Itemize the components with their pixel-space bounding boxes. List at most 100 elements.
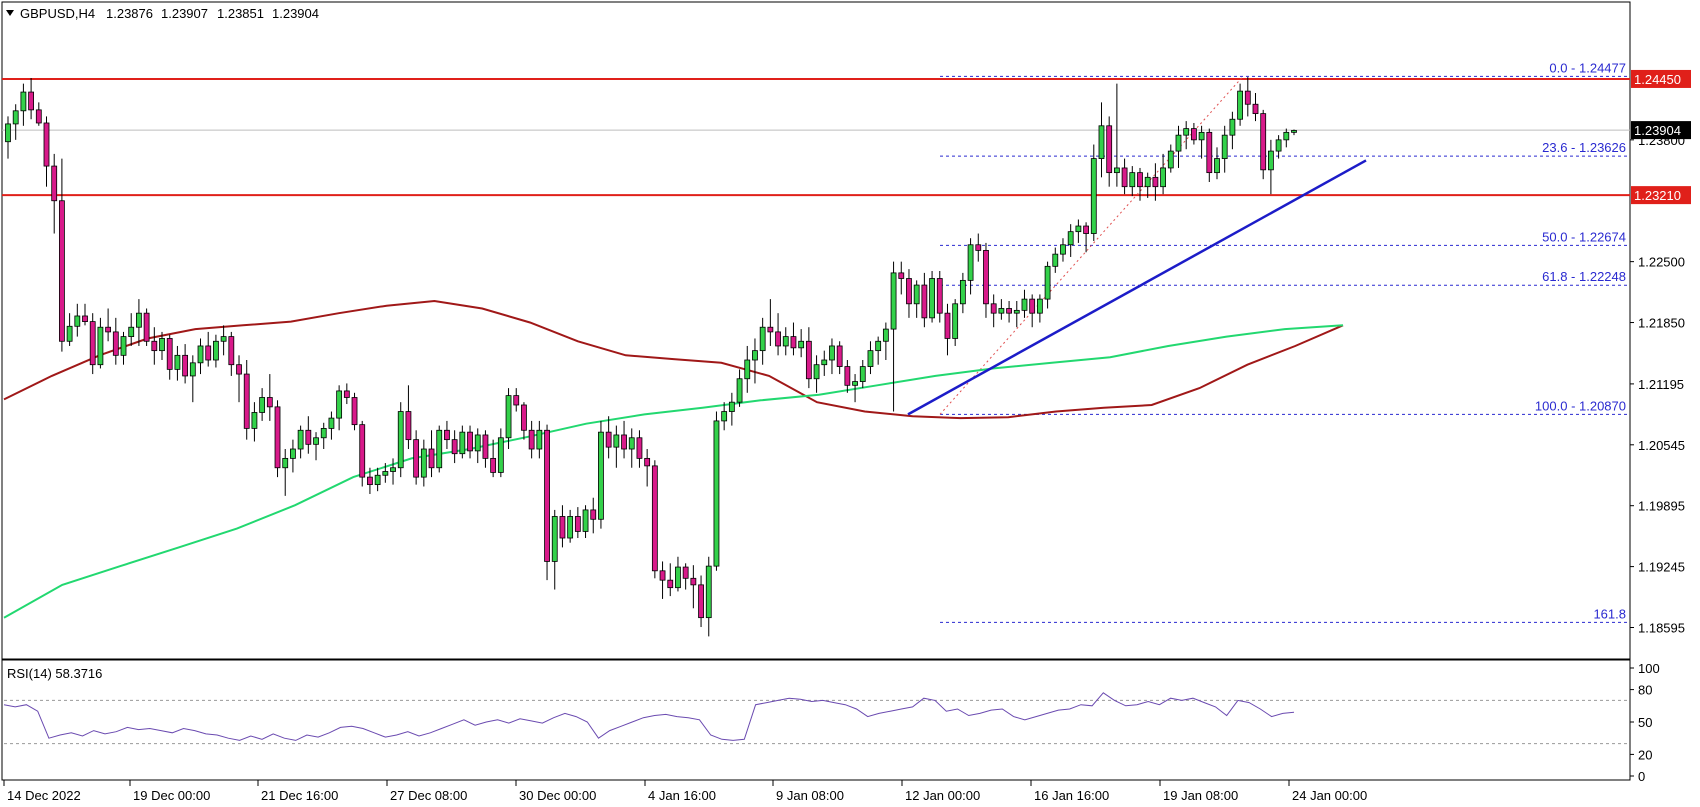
moving-averages: [3, 299, 1344, 619]
bullish-candle: [97, 326, 104, 366]
bullish-candle: [128, 326, 135, 337]
bullish-candle: [1067, 231, 1074, 246]
bearish-candle: [667, 579, 674, 589]
time-tick-label: 19 Jan 08:00: [1163, 788, 1238, 803]
symbol-label: GBPUSD,H4: [20, 6, 95, 21]
bearish-candle: [343, 390, 350, 398]
bearish-candle: [367, 476, 373, 486]
bullish-candle: [721, 411, 728, 422]
bullish-candle: [1098, 125, 1105, 159]
bullish-candle: [12, 110, 19, 125]
bullish-candle: [705, 565, 712, 619]
fibonacci-retracement: 0.0 - 1.24477 23.6 - 1.23626 50.0 - 1.2267…: [939, 60, 1628, 623]
fib-level-label: 100.0 - 1.20870: [1535, 398, 1626, 413]
bullish-candle: [497, 437, 504, 473]
level-price-text: 1.24450: [1634, 72, 1681, 87]
rsi-pane: [1, 659, 1631, 781]
level-price-tag: [1631, 69, 1691, 88]
horizontal-levels: 1.24450 1.23210: [2, 69, 1691, 205]
bullish-candle: [505, 395, 512, 439]
bullish-candle: [1036, 298, 1043, 314]
bullish-candle: [5, 123, 11, 143]
bearish-candle: [844, 366, 851, 386]
bullish-candle: [675, 566, 681, 589]
bullish-candle: [952, 303, 959, 339]
bullish-candle: [829, 345, 835, 361]
bullish-candle: [189, 362, 196, 377]
bullish-candle: [1021, 298, 1028, 311]
bullish-candle: [598, 431, 604, 520]
bullish-candle: [474, 434, 481, 452]
bullish-candle: [1129, 172, 1136, 188]
bearish-candle: [228, 336, 235, 366]
bearish-candle: [428, 448, 435, 469]
bearish-candle: [605, 431, 612, 448]
bearish-candle: [82, 315, 88, 322]
bearish-candle: [621, 434, 627, 450]
current-price-text: 1.23904: [1634, 123, 1681, 138]
bullish-candle: [1075, 225, 1082, 233]
bearish-candle: [574, 516, 581, 532]
bearish-candle: [266, 397, 273, 408]
bearish-candle: [35, 109, 42, 124]
bearish-candle: [1006, 308, 1012, 314]
bullish-candle: [1237, 90, 1243, 120]
bullish-candle: [744, 359, 751, 380]
bearish-candle: [351, 397, 358, 426]
fib-level-label: 0.0 - 1.24477: [1549, 60, 1626, 75]
rsi-label: RSI(14) 58.3716: [7, 666, 102, 681]
rsi-tick-label: 100: [1638, 661, 1660, 676]
bullish-candle: [1060, 244, 1066, 255]
bearish-candle: [936, 278, 943, 314]
fib-level-label: 61.8 - 1.22248: [1542, 269, 1626, 284]
bullish-candle: [320, 428, 327, 439]
bearish-candle: [659, 570, 666, 581]
fib-level-label: 50.0 - 1.22674: [1542, 229, 1626, 244]
bullish-candle: [867, 350, 874, 367]
rsi-tick-label: 0: [1638, 769, 1645, 784]
bullish-candle: [1229, 118, 1236, 136]
bearish-candle: [644, 457, 651, 467]
bullish-candle: [1291, 130, 1297, 133]
bullish-candle: [251, 412, 258, 429]
bearish-candle: [805, 340, 812, 380]
bearish-candle: [1260, 113, 1267, 171]
bearish-candle: [143, 312, 150, 342]
time-tick-label: 21 Dec 16:00: [261, 788, 338, 803]
price-tick-label: 1.21195: [1638, 377, 1684, 392]
price-tick-label: 1.21850: [1638, 316, 1685, 331]
bearish-candle: [151, 340, 158, 352]
time-tick-label: 19 Dec 00:00: [133, 788, 210, 803]
bearish-candle: [451, 439, 458, 455]
bullish-candle: [782, 336, 789, 347]
bullish-candle: [759, 326, 766, 352]
bullish-candle: [374, 474, 381, 486]
bullish-candle: [813, 364, 820, 380]
dropdown-triangle-icon[interactable]: [6, 10, 14, 16]
time-tick-label: 9 Jan 08:00: [776, 788, 844, 803]
ohlc-open: 1.23876: [106, 6, 153, 21]
price-tick-label: 1.20545: [1638, 438, 1685, 453]
rsi-indicator: 100 80 50 20 0: [3, 661, 1660, 784]
bullish-candle: [736, 378, 743, 403]
fib-level-label: 23.6 - 1.23626: [1542, 140, 1626, 155]
bullish-candle: [613, 434, 620, 448]
bullish-candle: [890, 272, 897, 330]
bullish-candle: [1144, 176, 1151, 188]
bullish-candle: [1183, 128, 1190, 136]
bearish-candle: [89, 321, 96, 366]
bullish-candle: [1198, 131, 1205, 141]
price-tick-label: 1.18595: [1638, 620, 1685, 635]
bearish-candle: [305, 429, 312, 445]
trendline: [907, 159, 1367, 416]
time-tick-label: 14 Dec 2022: [7, 788, 81, 803]
rsi-tick-label: 50: [1638, 715, 1652, 730]
bearish-candle: [236, 364, 242, 375]
bearish-candle: [767, 326, 774, 333]
bullish-candle: [875, 340, 882, 352]
time-tick-label: 4 Jan 16:00: [648, 788, 716, 803]
bullish-candle: [1160, 167, 1166, 188]
ohlc-low: 1.23851: [217, 6, 264, 21]
bullish-candle: [459, 431, 466, 455]
